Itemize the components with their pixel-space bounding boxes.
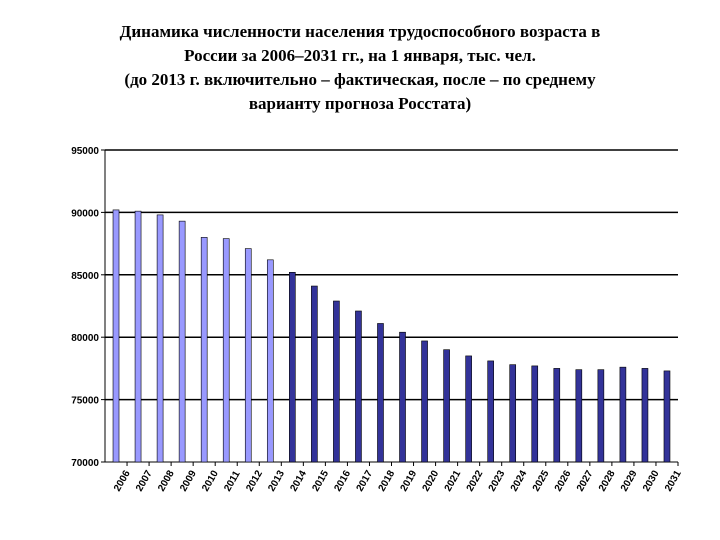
x-tick-label: 2015 (310, 468, 331, 493)
chart-title-line-2: России за 2006–2031 гг., на 1 января, ты… (184, 46, 536, 65)
x-tick-label: 2014 (288, 468, 309, 493)
bar-2013 (266, 259, 274, 463)
x-tick-label: 2029 (619, 468, 640, 493)
x-tick-label: 2012 (244, 468, 265, 493)
bar-2029 (619, 366, 627, 463)
bar-2018 (377, 323, 384, 463)
y-tick-label: 85000 (71, 271, 99, 282)
chart-title-line-3: (до 2013 г. включительно – фактическая, … (124, 70, 596, 89)
y-tick-label: 80000 (71, 333, 99, 344)
bar-2023 (487, 360, 494, 463)
x-tick-label: 2009 (178, 468, 199, 493)
x-tick-label: 2013 (266, 468, 287, 493)
x-tick-label: 2022 (465, 468, 486, 493)
x-tick-label: 2007 (134, 468, 155, 493)
chart-title: Динамика численности населения трудоспос… (20, 20, 700, 116)
bar-2027 (575, 369, 583, 463)
bar-2030 (641, 368, 649, 463)
bar-2024 (509, 364, 517, 463)
x-tick-label: 2006 (112, 468, 133, 493)
x-tick-label: 2030 (641, 468, 662, 493)
bar-2015 (311, 285, 318, 463)
bar-2031 (663, 370, 671, 463)
x-tick-label: 2011 (222, 469, 243, 494)
bar-2025 (531, 365, 539, 463)
x-tick-label: 2021 (443, 468, 464, 493)
bar-2020 (421, 340, 428, 463)
y-tick-label: 95000 (71, 146, 99, 157)
x-tick-label: 2026 (553, 468, 574, 493)
bar-2006 (112, 209, 120, 463)
bar-2009 (178, 220, 186, 463)
y-tick-label: 75000 (71, 396, 99, 407)
bar-2022 (465, 355, 472, 463)
x-tick-label: 2008 (156, 468, 177, 493)
y-tick-label: 90000 (71, 208, 99, 219)
x-tick-label: 2024 (509, 468, 530, 493)
x-tick-label: 2010 (200, 468, 221, 493)
bar-2016 (333, 300, 340, 463)
bar-2017 (355, 310, 362, 463)
bar-2012 (244, 248, 252, 463)
x-tick-label: 2020 (421, 468, 442, 493)
bar-2011 (222, 238, 230, 463)
x-tick-label: 2023 (487, 468, 508, 493)
x-tick-label: 2031 (663, 468, 684, 493)
bar-2019 (399, 331, 406, 463)
y-tick-label: 70000 (71, 458, 99, 469)
bar-2028 (597, 369, 605, 463)
x-tick-label: 2016 (332, 468, 353, 493)
bar-2026 (553, 368, 561, 463)
bar-2008 (156, 214, 164, 463)
x-tick-label: 2017 (355, 468, 376, 493)
bar-2007 (134, 210, 142, 463)
chart-title-line-1: Динамика численности населения трудоспос… (119, 22, 601, 41)
x-tick-label: 2019 (399, 468, 420, 493)
chart-title-line-4: варианту прогноза Росстата) (248, 94, 472, 113)
x-tick-label: 2027 (575, 468, 596, 493)
bar-2014 (289, 272, 296, 463)
x-tick-label: 2028 (597, 468, 618, 493)
bar-2010 (200, 237, 208, 463)
bar-2021 (443, 349, 450, 463)
x-tick-label: 2025 (531, 468, 552, 493)
x-tick-label: 2018 (377, 468, 398, 493)
